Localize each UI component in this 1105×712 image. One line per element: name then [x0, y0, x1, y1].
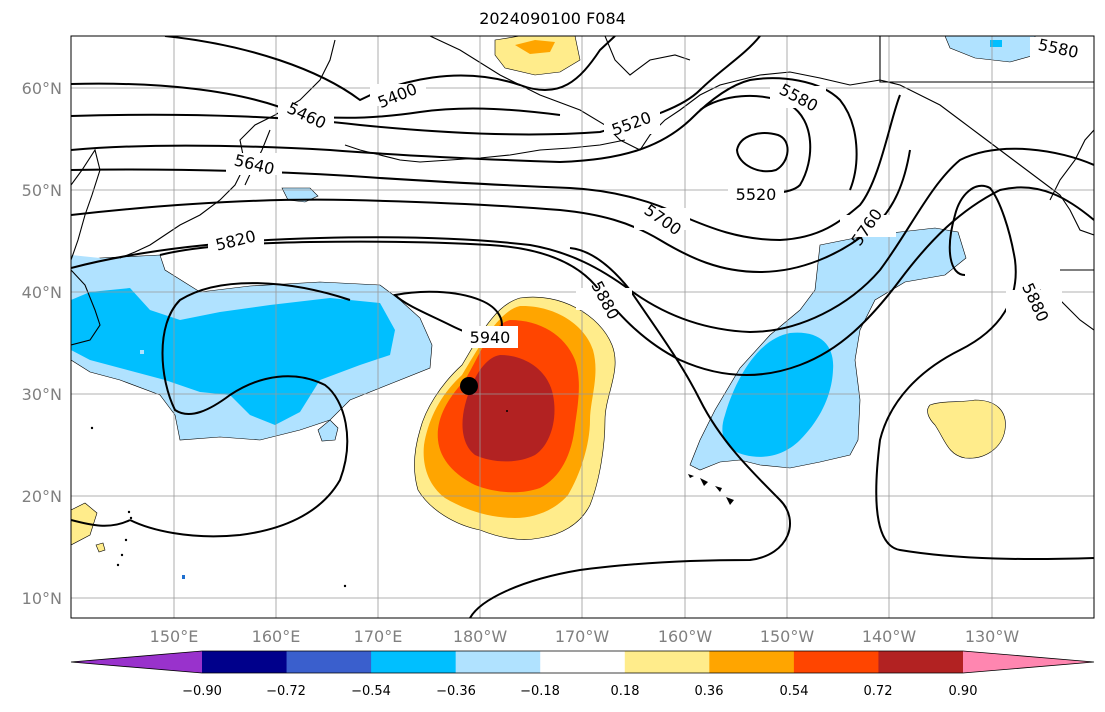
colorbar-segment [624, 651, 710, 673]
contour-label-5940: 5940 [462, 326, 518, 348]
lon-tick-180w: 180°W [453, 627, 508, 646]
contour-label-5460: 5460 [278, 98, 334, 133]
svg-text:5940: 5940 [470, 328, 511, 347]
positive-anomaly-darkred [462, 355, 555, 462]
colorbar-segment [202, 651, 288, 673]
contour-5880-main [469, 247, 791, 618]
lon-tick-150w: 150°W [760, 627, 815, 646]
positive-anomaly-north-orange [515, 40, 555, 54]
colorbar-label-090: 0.90 [949, 684, 978, 699]
lat-tick-50n: 50°N [22, 181, 62, 200]
lat-tick-40n: 40°N [22, 283, 62, 302]
colorbar-segment [709, 651, 795, 673]
lat-tick-60n: 60°N [22, 79, 62, 98]
colorbar-label-054: 0.54 [780, 684, 809, 699]
lat-tick-30n: 30°N [22, 385, 62, 404]
lon-tick-170e: 170°E [354, 627, 403, 646]
longitude-tick-labels: 150°E 160°E 170°E 180°W 170°W 160°W 150°… [150, 627, 1020, 646]
colorbar-segment [455, 651, 541, 673]
contour-5580-west [71, 77, 858, 191]
colorbar-label-neg-036: −0.36 [436, 684, 476, 699]
colorbar [70, 650, 1095, 674]
svg-text:5520: 5520 [736, 185, 777, 204]
negative-anomaly-small-west [317, 419, 339, 442]
colorbar-outline [70, 650, 1095, 674]
colorbar-label-072: 0.72 [864, 684, 893, 699]
contour-5700 [71, 149, 911, 274]
colorbar-segment [793, 651, 879, 673]
colorbar-segment [286, 651, 372, 673]
contour-5400 [164, 36, 616, 102]
contour-label-5520-east: 5520 [728, 183, 784, 205]
lon-tick-130w: 130°W [965, 627, 1020, 646]
contour-5820 [159, 186, 1094, 376]
contour-label-5580-ne: 5580 [1030, 36, 1086, 62]
colorbar-label-neg-072: −0.72 [266, 684, 306, 699]
contour-5640 [71, 94, 901, 242]
colorbar-segment [878, 651, 964, 673]
contour-5520-low [735, 132, 789, 173]
latitude-tick-labels: 60°N 50°N 40°N 30°N 20°N 10°N [22, 79, 62, 608]
lon-tick-160e: 160°E [252, 627, 301, 646]
colorbar-segment [540, 651, 626, 673]
islands [90, 426, 734, 588]
lat-tick-10n: 10°N [22, 589, 62, 608]
colorbar-label-neg-018: −0.18 [520, 684, 560, 699]
lat-tick-20n: 20°N [22, 487, 62, 506]
plot-frame [70, 35, 1095, 619]
negative-anomaly-northeast [944, 36, 1036, 63]
contour-labels: 5400 5460 5520 5520 5580 5580 5640 5700 … [208, 36, 1086, 348]
contour-label-5820: 5820 [208, 226, 264, 255]
storm-center-marker [460, 377, 478, 395]
colorbar-label-018: 0.18 [611, 684, 640, 699]
contour-5760 [71, 147, 1094, 334]
colorbar-labels: −0.90 −0.72 −0.54 −0.36 −0.18 0.18 0.36 … [182, 684, 977, 699]
lon-tick-170w: 170°W [555, 627, 610, 646]
coastline-asia [71, 148, 101, 261]
colorbar-label-036: 0.36 [695, 684, 724, 699]
contour-5460 [71, 82, 561, 119]
colorbar-label-neg-090: −0.90 [182, 684, 222, 699]
contour-5880-east [875, 185, 1094, 561]
colorbar-segment [371, 651, 457, 673]
map-title: 2024090100 F084 [479, 9, 626, 28]
colorbar-extend-min [71, 651, 202, 673]
negative-anomaly-west-inner [71, 288, 395, 425]
positive-anomaly-east [927, 399, 1006, 459]
contour-5520-west [71, 36, 761, 136]
colorbar-extend-max [963, 651, 1094, 673]
contour-5880-loop [129, 282, 351, 538]
contour-label-5640: 5640 [226, 150, 282, 179]
contour-label-5880-central: 5880 [576, 278, 632, 323]
lon-tick-150e: 150°E [150, 627, 199, 646]
colorbar-label-neg-054: −0.54 [351, 684, 391, 699]
lon-tick-140w: 140°W [862, 627, 917, 646]
lon-tick-160w: 160°W [658, 627, 713, 646]
